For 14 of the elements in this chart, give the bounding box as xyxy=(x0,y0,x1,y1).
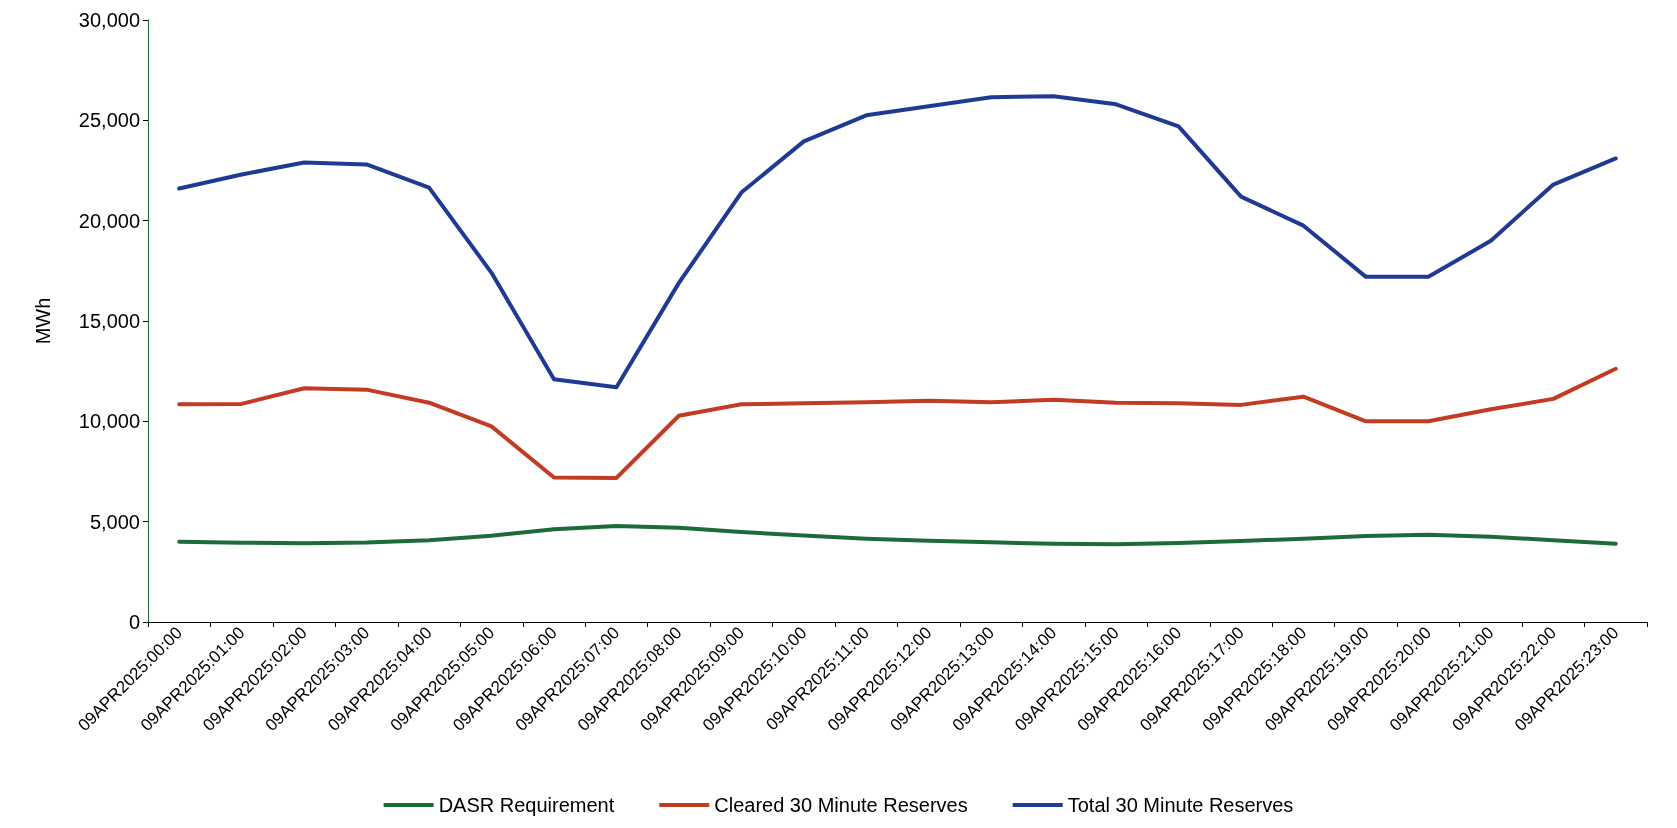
y-tick-label: 5,000 xyxy=(89,510,140,533)
y-tick-label: 20,000 xyxy=(78,209,140,232)
line-series xyxy=(177,524,1618,547)
y-tick-label: 30,000 xyxy=(78,9,140,31)
legend-label: Cleared 30 Minute Reserves xyxy=(714,794,968,816)
legend-label: Total 30 Minute Reserves xyxy=(1067,794,1294,816)
y-tick-label: 0 xyxy=(128,611,140,633)
y-tick-label: 15,000 xyxy=(78,310,140,332)
line-series xyxy=(177,94,1618,390)
line-series xyxy=(177,366,1618,480)
y-tick-label: 10,000 xyxy=(78,410,140,433)
y-tick-label: 25,000 xyxy=(78,109,140,132)
legend-label: DASR Requirement xyxy=(438,794,615,816)
y-axis-title: MWh xyxy=(32,297,54,345)
